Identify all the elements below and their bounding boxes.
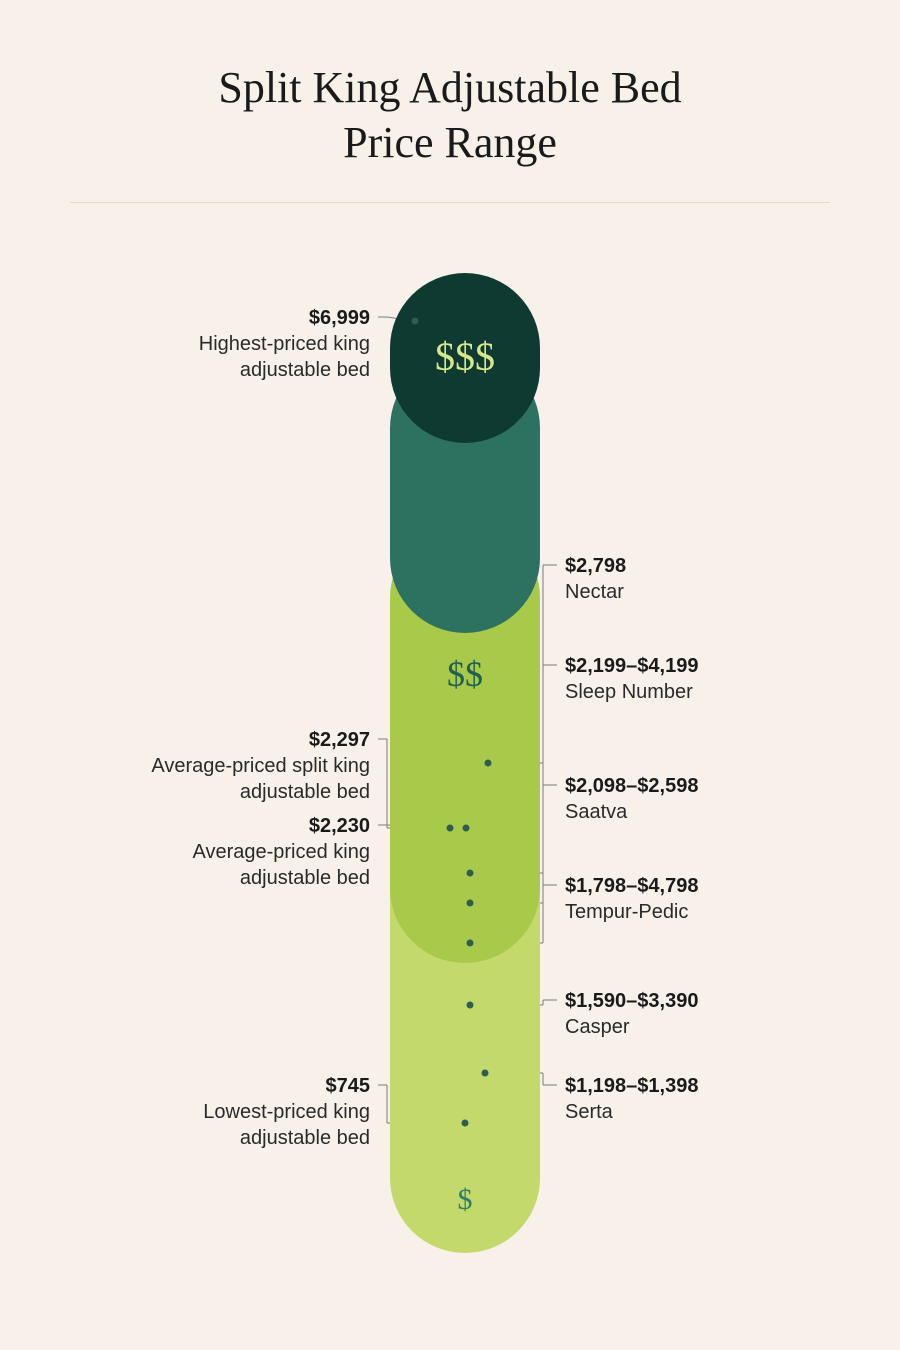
anchor-dot [482,1070,489,1077]
price-value: $1,590–$3,390 [565,988,825,1014]
title-line-2: Price Range [343,118,557,167]
price-desc: Average-priced king adjustable bed [130,839,370,891]
price-value: $2,798 [565,553,825,579]
price-annotation-left: $2,297Average-priced split king adjustab… [130,727,370,805]
thermometer-diagram: $$$$$$$6,999Highest-priced king adjustab… [0,233,900,1283]
price-annotation-right: $1,590–$3,390Casper [565,988,825,1040]
page-title: Split King Adjustable Bed Price Range [0,0,900,170]
price-annotation-right: $1,198–$1,398Serta [565,1073,825,1125]
price-desc: Tempur-Pedic [565,899,825,925]
price-annotation-left: $2,230Average-priced king adjustable bed [130,813,370,891]
title-line-1: Split King Adjustable Bed [218,63,681,112]
anchor-dot [412,318,419,325]
price-value: $745 [130,1073,370,1099]
price-annotation-right: $1,798–$4,798Tempur-Pedic [565,873,825,925]
price-desc: Nectar [565,579,825,605]
price-annotation-right: $2,098–$2,598Saatva [565,773,825,825]
price-annotation-left: $6,999Highest-priced king adjustable bed [130,305,370,383]
anchor-dot [485,760,492,767]
anchor-dot [467,1002,474,1009]
price-desc: Lowest-priced king adjustable bed [130,1099,370,1151]
price-value: $1,798–$4,798 [565,873,825,899]
dollar-symbol-light: $$ [390,653,540,695]
price-desc: Sleep Number [565,679,825,705]
price-annotation-right: $2,798Nectar [565,553,825,605]
divider [70,202,830,203]
price-value: $6,999 [130,305,370,331]
price-desc: Saatva [565,799,825,825]
anchor-dot [467,940,474,947]
price-annotation-left: $745Lowest-priced king adjustable bed [130,1073,370,1151]
price-desc: Serta [565,1099,825,1125]
price-desc: Average-priced split king adjustable bed [130,753,370,805]
price-annotation-right: $2,199–$4,199Sleep Number [565,653,825,705]
anchor-dot [467,870,474,877]
anchor-dot [447,825,454,832]
dollar-symbol-dark: $$$ [390,333,540,380]
price-value: $1,198–$1,398 [565,1073,825,1099]
anchor-dot [467,900,474,907]
price-desc: Casper [565,1014,825,1040]
price-value: $2,297 [130,727,370,753]
price-value: $2,199–$4,199 [565,653,825,679]
anchor-dot [462,1120,469,1127]
price-value: $2,230 [130,813,370,839]
price-value: $2,098–$2,598 [565,773,825,799]
dollar-symbol-lightest: $ [390,1183,540,1217]
price-desc: Highest-priced king adjustable bed [130,331,370,383]
anchor-dot [463,825,470,832]
